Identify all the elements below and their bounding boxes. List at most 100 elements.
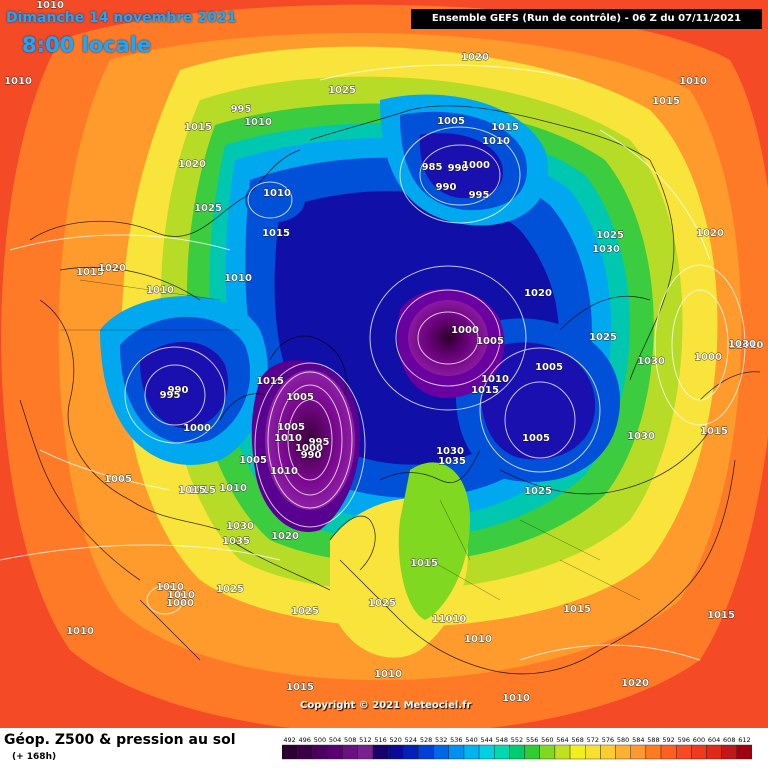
pressure-label: 1020 bbox=[621, 678, 649, 689]
scale-tick-label: 496 bbox=[299, 736, 311, 744]
scale-swatch bbox=[524, 744, 540, 760]
scale-swatch bbox=[539, 744, 556, 760]
coastlines bbox=[19, 105, 761, 675]
legend-title: Géop. Z500 & pression au sol bbox=[4, 732, 236, 748]
scale-tick-label: 612 bbox=[738, 736, 750, 744]
pressure-label: 1010 bbox=[374, 669, 402, 680]
ne-pacific-low bbox=[245, 178, 305, 222]
pressure-label: 1015 bbox=[76, 267, 104, 278]
pacific-lobe-core bbox=[419, 133, 503, 199]
pressure-label: 1015 bbox=[491, 122, 519, 133]
pressure-label: 1005 bbox=[277, 422, 305, 433]
pressure-label: 995 bbox=[160, 390, 181, 401]
scale-swatch bbox=[706, 744, 722, 760]
pressure-label: 1020 bbox=[271, 531, 299, 542]
legend-subtitle: (+ 168h) bbox=[12, 752, 57, 762]
forecast-local-time: 8:00 locale bbox=[22, 33, 152, 57]
pressure-label: 1010 bbox=[224, 273, 252, 284]
pressure-label: 1025 bbox=[328, 85, 356, 96]
pressure-label: 1025 bbox=[524, 486, 552, 497]
pressure-label: 1010 bbox=[270, 466, 298, 477]
pressure-label: 1005 bbox=[535, 362, 563, 373]
scale-tick-label: 604 bbox=[708, 736, 720, 744]
scale-swatch bbox=[463, 744, 480, 760]
geopotential-map: 1010101010201025101510109951010101510051… bbox=[0, 0, 768, 728]
pressure-label: 1020 bbox=[524, 288, 552, 299]
pressure-label: 1010 bbox=[66, 626, 94, 637]
scale-swatch bbox=[312, 744, 328, 760]
scale-swatch bbox=[509, 744, 525, 760]
pressure-label: 1010 bbox=[156, 582, 184, 593]
scale-swatch bbox=[282, 744, 298, 760]
scale-swatch bbox=[585, 744, 601, 760]
pressure-label: 1010 bbox=[4, 76, 32, 87]
scale-swatch bbox=[448, 744, 465, 760]
scale-tick-label: 500 bbox=[314, 736, 326, 744]
scale-swatch bbox=[721, 744, 738, 760]
pressure-label: 1035 bbox=[222, 536, 250, 547]
scale-tick-label: 608 bbox=[723, 736, 735, 744]
pressure-label: 1015 bbox=[256, 376, 284, 387]
pressure-label: 1015 bbox=[410, 558, 438, 569]
atlantic-low-core bbox=[265, 370, 355, 510]
scale-swatch bbox=[342, 744, 359, 760]
scale-tick-label: 572 bbox=[587, 736, 599, 744]
scale-swatch bbox=[494, 744, 510, 760]
forecast-date: Dimanche 14 novembre 2021 bbox=[6, 10, 237, 26]
scale-tick-label: 552 bbox=[511, 736, 523, 744]
pressure-label: 1015 bbox=[286, 682, 314, 693]
pressure-label: 1000 bbox=[462, 160, 490, 171]
pressure-label: 1025 bbox=[368, 598, 396, 609]
scale-swatch bbox=[615, 744, 631, 760]
scale-tick-label: 520 bbox=[389, 736, 401, 744]
scale-tick-label: 592 bbox=[662, 736, 674, 744]
pressure-label: 1025 bbox=[194, 203, 222, 214]
scale-tick-label: 580 bbox=[617, 736, 629, 744]
pressure-label: 1015 bbox=[471, 385, 499, 396]
scale-tick-label: 544 bbox=[480, 736, 492, 744]
pressure-label: 995 bbox=[231, 104, 252, 115]
scale-swatch bbox=[433, 744, 449, 760]
pressure-label: 1010 bbox=[167, 590, 195, 601]
pressure-label: 1010 bbox=[482, 136, 510, 147]
pressure-label: 1000 bbox=[451, 325, 479, 336]
asia-lobe-core bbox=[481, 342, 596, 460]
scale-swatch bbox=[387, 744, 404, 760]
scale-swatch bbox=[403, 744, 419, 760]
pressure-label: 1025 bbox=[596, 230, 624, 241]
scale-tick-label: 564 bbox=[556, 736, 568, 744]
scale-swatch bbox=[660, 744, 677, 760]
scale-tick-label: 516 bbox=[374, 736, 386, 744]
scale-swatch bbox=[630, 744, 647, 760]
scale-tick-label: 576 bbox=[602, 736, 614, 744]
pressure-label: 1020 bbox=[178, 159, 206, 170]
scale-tick-label: 504 bbox=[329, 736, 341, 744]
scale-tick-label: 532 bbox=[435, 736, 447, 744]
scale-tick-label: 560 bbox=[541, 736, 553, 744]
pressure-label: 1030 bbox=[592, 244, 620, 255]
scale-swatch bbox=[691, 744, 707, 760]
scale-tick-label: 596 bbox=[678, 736, 690, 744]
pressure-label: 1025 bbox=[216, 584, 244, 595]
pressure-label: 1030 bbox=[226, 521, 254, 532]
scale-swatch bbox=[675, 744, 692, 760]
scale-swatch bbox=[327, 744, 343, 760]
pressure-label: 1010 bbox=[219, 483, 247, 494]
pressure-label: 1015 bbox=[188, 485, 216, 496]
borders bbox=[60, 279, 641, 601]
pressure-label: 1005 bbox=[239, 455, 267, 466]
pressure-label: 1010 bbox=[464, 634, 492, 645]
scale-tick-label: 536 bbox=[450, 736, 462, 744]
pressure-label: 1010 bbox=[36, 0, 64, 11]
pressure-label: 1010 bbox=[263, 188, 291, 199]
pressure-label: 985 bbox=[422, 162, 443, 173]
scale-tick-label: 548 bbox=[496, 736, 508, 744]
pressure-label: 1010 bbox=[244, 117, 272, 128]
pressure-label: 1030 bbox=[627, 431, 655, 442]
scale-swatch bbox=[372, 744, 389, 760]
pressure-label: 1015 bbox=[707, 610, 735, 621]
scale-swatch bbox=[600, 744, 616, 760]
pressure-label: 11010 bbox=[729, 340, 764, 351]
pressure-label: 1005 bbox=[437, 116, 465, 127]
